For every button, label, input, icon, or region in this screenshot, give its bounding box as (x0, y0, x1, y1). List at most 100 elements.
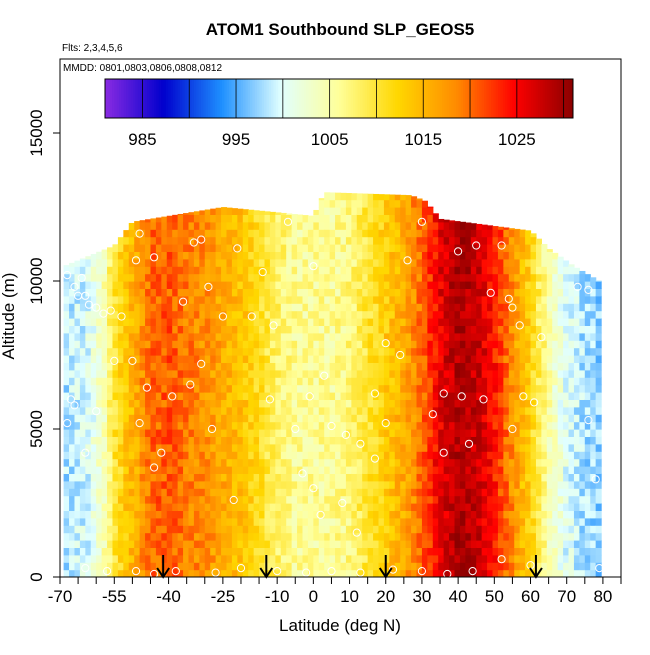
heatmap-cell (253, 325, 260, 334)
colorbar-swatch (264, 79, 267, 118)
heatmap-cell (183, 221, 190, 230)
heatmap-cell (286, 281, 293, 289)
heatmap-cell (497, 562, 504, 571)
heatmap-cell (74, 532, 81, 541)
heatmap-cell (590, 540, 597, 548)
heatmap-cell (85, 377, 92, 386)
heatmap-cell (459, 421, 466, 430)
heatmap-cell (503, 473, 510, 482)
heatmap-cell (345, 458, 352, 467)
heatmap-cell (487, 466, 494, 474)
heatmap-cell (351, 281, 358, 289)
heatmap-cell (183, 213, 190, 215)
heatmap-cell (497, 510, 504, 519)
heatmap-cell (497, 295, 504, 304)
heatmap-cell (286, 466, 293, 474)
heatmap-cell (541, 288, 548, 297)
heatmap-cell (335, 369, 342, 378)
colorbar-swatch (259, 79, 263, 118)
heatmap-cell (449, 421, 456, 430)
heatmap-cell (90, 392, 97, 400)
heatmap-cell (123, 384, 130, 393)
heatmap-cell (552, 466, 559, 474)
heatmap-cell (535, 436, 542, 445)
heatmap-cell (117, 562, 124, 571)
heatmap-cell (459, 443, 466, 452)
heatmap-cell (150, 421, 157, 430)
heatmap-cell (492, 226, 499, 230)
heatmap-cell (242, 406, 249, 415)
heatmap-cell (193, 332, 200, 341)
heatmap-cell (128, 451, 135, 460)
heatmap-cell (172, 340, 179, 349)
heatmap-cell (291, 532, 298, 541)
heatmap-cell (519, 488, 526, 497)
heatmap-cell (313, 355, 320, 363)
heatmap-cell (96, 510, 103, 519)
heatmap-cell (345, 355, 352, 363)
heatmap-cell (492, 244, 499, 252)
heatmap-cell (231, 414, 238, 423)
heatmap-cell (166, 392, 173, 400)
heatmap-cell (193, 362, 200, 371)
colorbar-swatch (268, 79, 272, 118)
heatmap-cell (400, 362, 407, 371)
heatmap-cell (356, 318, 363, 326)
heatmap-cell (383, 266, 390, 275)
heatmap-cell (199, 429, 206, 437)
heatmap-cell (427, 318, 434, 326)
heatmap-cell (427, 510, 434, 519)
heatmap-cell (242, 547, 249, 556)
heatmap-cell (85, 480, 92, 489)
heatmap-cell (503, 510, 510, 519)
heatmap-cell (79, 547, 86, 556)
heatmap-cell (79, 295, 86, 304)
heatmap-cell (546, 429, 553, 437)
heatmap-cell (221, 221, 228, 230)
heatmap-cell (497, 332, 504, 341)
heatmap-cell (362, 369, 369, 378)
heatmap-cell (248, 473, 255, 482)
observation-point (229, 495, 238, 505)
heatmap-cell (253, 554, 260, 563)
heatmap-cell (497, 414, 504, 423)
heatmap-cell (459, 532, 466, 541)
heatmap-cell (237, 208, 244, 215)
heatmap-cell (487, 421, 494, 430)
heatmap-cell (590, 288, 597, 297)
heatmap-cell (90, 258, 97, 267)
heatmap-cell (459, 392, 466, 400)
heatmap-cell (405, 458, 412, 467)
heatmap-cell (443, 414, 450, 423)
heatmap-cell (177, 510, 184, 519)
heatmap-cell (291, 517, 298, 526)
heatmap-cell (432, 562, 439, 571)
heatmap-cell (573, 562, 580, 571)
heatmap-cell (394, 517, 401, 526)
heatmap-cell (264, 480, 271, 489)
heatmap-cell (378, 273, 385, 282)
heatmap-cell (557, 273, 564, 282)
heatmap-cell (459, 540, 466, 548)
heatmap-cell (340, 377, 347, 386)
heatmap-cell (546, 473, 553, 482)
heatmap-cell (96, 406, 103, 415)
heatmap-cell (193, 288, 200, 297)
heatmap-cell (90, 495, 97, 504)
observation-point (302, 568, 311, 577)
heatmap-cell (96, 347, 103, 356)
heatmap-cell (145, 369, 152, 378)
heatmap-cell (362, 362, 369, 371)
heatmap-cell (302, 451, 309, 460)
heatmap-cell (139, 510, 146, 519)
heatmap-cell (69, 288, 76, 297)
heatmap-cell (443, 480, 450, 489)
heatmap-cell (210, 258, 217, 267)
heatmap-cell (291, 266, 298, 275)
heatmap-cell (356, 310, 363, 319)
heatmap-cell (568, 392, 575, 400)
heatmap-cell (297, 325, 304, 334)
heatmap-cell (568, 362, 575, 371)
heatmap-cell (134, 340, 141, 349)
heatmap-cell (340, 340, 347, 349)
